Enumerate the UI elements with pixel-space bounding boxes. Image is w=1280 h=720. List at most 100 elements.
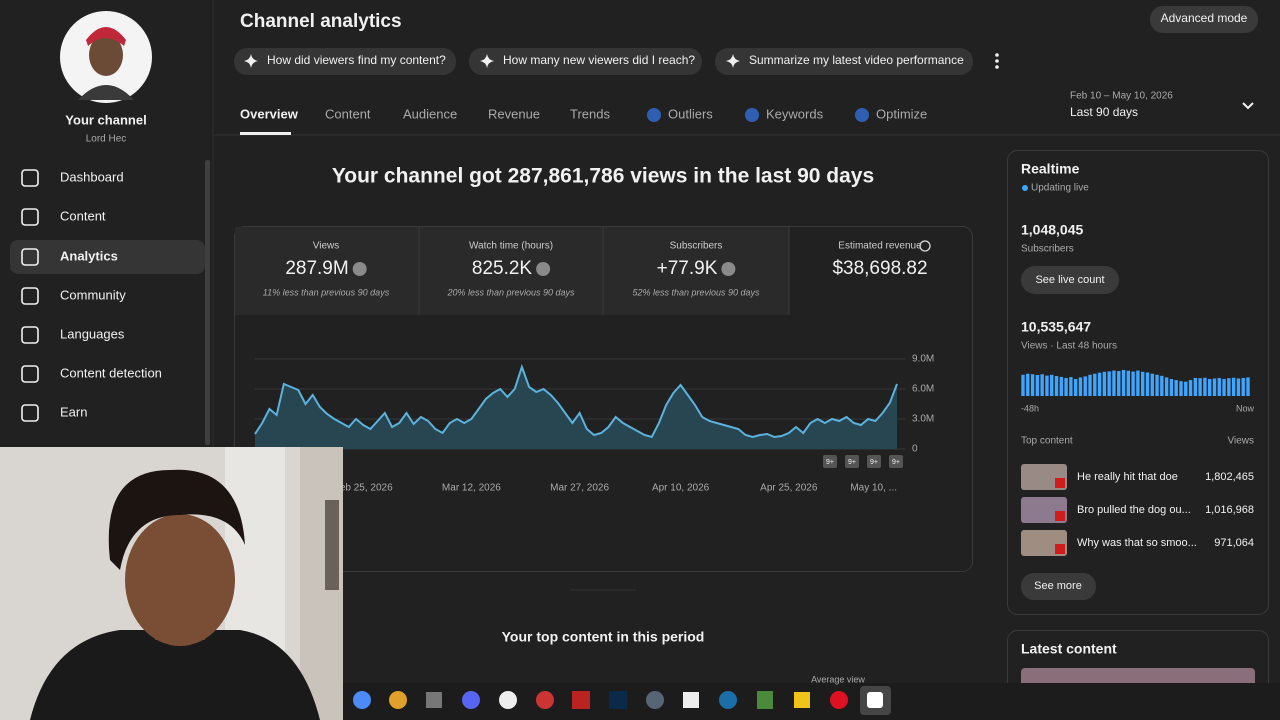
line: [254, 363, 898, 439]
nav-item[interactable]: Content detection: [60, 365, 162, 380]
bar: [1227, 378, 1231, 396]
avatar-hair: [86, 27, 126, 46]
metric-label: Watch time (hours): [469, 241, 553, 252]
bar: [1131, 371, 1135, 396]
tab[interactable]: Content: [325, 106, 371, 121]
prompt[interactable]: How many new viewers did I reach?: [503, 53, 695, 67]
trend-icon: [352, 262, 367, 276]
webcam-feed: [0, 447, 343, 720]
bar: [1107, 371, 1111, 396]
tab[interactable]: Trends: [570, 106, 610, 121]
x-tick-label: Apr 10, 2026: [652, 483, 710, 494]
avatar-shirt: [78, 85, 134, 100]
bar: [1164, 377, 1169, 396]
see-live-count-button[interactable]: [1021, 266, 1119, 294]
subscriber-count: 1,048,045: [1021, 222, 1083, 238]
info-icon[interactable]: [919, 240, 931, 252]
badge-label: 9+: [870, 459, 878, 466]
nav-item[interactable]: Content: [60, 208, 106, 223]
channel-title: Your channel: [65, 112, 146, 127]
bar: [1203, 377, 1207, 396]
video-views: 1,016,968: [1205, 504, 1254, 516]
badge[interactable]: [867, 455, 881, 468]
page-title: Channel analytics: [240, 11, 402, 32]
bar: [1198, 378, 1202, 396]
bar: [1121, 370, 1126, 396]
video-title[interactable]: Why was that so smoo...: [1077, 537, 1197, 549]
button-label[interactable]: See more: [1034, 580, 1082, 592]
prompt-pill[interactable]: [234, 48, 456, 75]
advanced-mode-button[interactable]: [1150, 6, 1258, 33]
bar: [1083, 376, 1087, 396]
sparkle-icon: [244, 54, 258, 68]
channel-name: Lord Hec: [86, 134, 127, 145]
y-tick-label: 3.0M: [912, 414, 934, 425]
bar: [1102, 371, 1107, 396]
bar: [1246, 377, 1250, 396]
prompt[interactable]: Summarize my latest video performance: [749, 53, 964, 67]
nav-icon: [21, 248, 39, 266]
y-tick-label: 6.0M: [912, 384, 934, 395]
badge[interactable]: [845, 455, 859, 468]
x-tick-label: Mar 12, 2026: [442, 483, 501, 494]
bar: [1073, 379, 1078, 396]
tab-icon: [745, 108, 759, 122]
x-tick-label: Mar 27, 2026: [550, 483, 609, 494]
bar: [1236, 378, 1241, 396]
x-tick-label: Now: [1236, 403, 1255, 413]
metric-value: 825.2K: [472, 258, 533, 279]
badge-label: 9+: [826, 459, 834, 466]
bar: [1222, 379, 1226, 396]
badge[interactable]: [823, 455, 837, 468]
bar: [1064, 377, 1068, 396]
video-views: 971,064: [1214, 537, 1254, 549]
nav-icon: [21, 169, 39, 187]
x-tick-label: May 10, ...: [850, 483, 897, 494]
kebab-menu[interactable]: [995, 53, 999, 69]
see-more-button[interactable]: [1021, 573, 1096, 600]
tab[interactable]: Revenue: [488, 106, 540, 121]
bar: [1035, 374, 1040, 396]
subscriber-label: Subscribers: [1021, 244, 1074, 255]
bar: [1021, 374, 1025, 396]
bar: [1150, 373, 1154, 396]
badge[interactable]: [889, 455, 903, 468]
bar: [1140, 371, 1145, 396]
nav-item[interactable]: Community: [60, 287, 126, 302]
area-fill: [255, 367, 897, 449]
metric-label: Subscribers: [670, 241, 723, 252]
nav-item[interactable]: Analytics: [60, 248, 118, 263]
nav-item[interactable]: Earn: [60, 404, 87, 419]
column-label: Views: [1228, 436, 1255, 447]
advanced-mode[interactable]: Advanced mode: [1161, 11, 1248, 25]
tab[interactable]: Overview: [240, 106, 299, 121]
video-title[interactable]: He really hit that doe: [1077, 471, 1178, 483]
bar: [1155, 374, 1159, 396]
prompt-pill[interactable]: [715, 48, 973, 75]
button-label[interactable]: See live count: [1035, 274, 1104, 286]
tab[interactable]: Keywords: [766, 106, 824, 121]
badge-label: 9+: [892, 459, 900, 466]
tab[interactable]: Audience: [403, 106, 457, 121]
video-title[interactable]: Bro pulled the dog ou...: [1077, 504, 1191, 516]
nav-item[interactable]: Dashboard: [60, 169, 124, 184]
bar: [1069, 377, 1073, 396]
prompt-pill[interactable]: [469, 48, 702, 75]
views-count: 10,535,647: [1021, 319, 1091, 335]
metric-label: Estimated revenue: [838, 241, 922, 252]
nav-item[interactable]: Languages: [60, 326, 125, 341]
tab[interactable]: Outliers: [668, 106, 713, 121]
thumbnails: [1021, 464, 1067, 556]
x-tick-label: -48h: [1021, 403, 1039, 413]
bar: [1040, 374, 1044, 396]
bar: [1088, 374, 1092, 396]
bar: [1136, 370, 1140, 396]
tab[interactable]: Optimize: [876, 106, 927, 121]
bar: [1145, 372, 1150, 396]
date-dropdown[interactable]: [1242, 102, 1254, 110]
bar: [1054, 376, 1059, 396]
column-label: Average view: [811, 674, 865, 684]
prompt[interactable]: How did viewers find my content?: [267, 53, 446, 67]
